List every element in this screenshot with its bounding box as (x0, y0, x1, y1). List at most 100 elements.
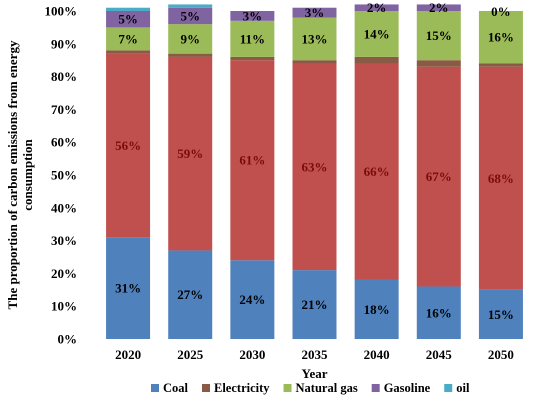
axes-layer: Year The proportion of carbon emissions … (5, 4, 514, 382)
data-labels-layer: 31% 56% 7% 5% 27% 59% 9% 5% 24% 61% 11% 3% 21% 63% 13%… (115, 0, 514, 322)
bar-segment-red-2025 (168, 56, 213, 251)
bar-segment-coal-2030 (230, 260, 275, 339)
data-label-gasoline-2030: 3% (243, 8, 263, 23)
data-label-natural-gas-2025: 9% (180, 31, 200, 46)
data-label-coal-2020: 31% (115, 281, 141, 296)
data-label-coal-2050: 15% (488, 307, 514, 322)
data-label-gasoline-2045: 2% (429, 0, 449, 15)
legend-swatch-oil (444, 384, 453, 392)
data-label-coal-2025: 27% (177, 287, 203, 302)
x-tick-label: 2020 (115, 347, 141, 362)
data-label-coal-2045: 16% (426, 305, 452, 320)
data-label-natural-gas-2030: 11% (240, 31, 265, 46)
bar-segment-electricity-2020 (106, 50, 151, 54)
bar-segment-red-2050 (478, 66, 523, 290)
bar-segment-coal-2025 (168, 250, 213, 339)
bar-segment-coal-2050 (478, 289, 523, 339)
bar-segment-electricity-2050 (478, 63, 523, 67)
bar-segment-red-2030 (230, 60, 275, 261)
data-label-red-2030: 61% (239, 153, 265, 168)
x-tick-label: 2045 (426, 347, 453, 362)
y-axis-title-line-1: The proportion of carbon emissions from … (5, 40, 20, 309)
bar-segment-gasoline-2030 (230, 11, 275, 21)
legend-swatch-electricity (202, 384, 210, 392)
bar-segment-gasoline-2040 (354, 4, 399, 11)
y-tick-label: 10% (51, 299, 77, 314)
bar-segment-gasoline-2035 (292, 7, 337, 18)
x-tick-label: 2035 (302, 347, 329, 362)
bar-segment-red-2040 (354, 63, 399, 280)
y-tick-label: 0% (58, 332, 78, 347)
legend-label-coal: Coal (163, 381, 189, 395)
y-tick-label: 80% (51, 69, 77, 84)
data-label-natural-gas-2045: 15% (426, 28, 452, 43)
data-label-red-2035: 63% (302, 159, 328, 174)
data-label-natural-gas-2020: 7% (118, 31, 138, 46)
bar-segment-red-2045 (416, 66, 461, 287)
data-label-gasoline-2040: 2% (367, 0, 387, 15)
data-label-red-2045: 67% (426, 169, 452, 184)
bar-segment-electricity-2045 (416, 60, 461, 67)
x-tick-label: 2025 (177, 347, 204, 362)
y-axis-title-line-2: consumption (20, 138, 35, 210)
bar-segment-natural-gas-2025 (168, 24, 213, 54)
data-label-red-2025: 59% (177, 146, 203, 161)
legend-swatch-gasoline (371, 384, 380, 392)
data-label-natural-gas-2050: 16% (488, 30, 514, 45)
bar-segment-electricity-2030 (230, 56, 275, 61)
bar-segment-coal-2035 (292, 270, 337, 339)
legend-swatch-natural-gas (283, 384, 292, 392)
data-label-coal-2030: 24% (239, 292, 265, 307)
data-label-coal-2040: 18% (364, 302, 390, 317)
data-label-natural-gas-2035: 13% (302, 31, 328, 46)
y-tick-label: 40% (51, 200, 77, 215)
legend-label-oil: oil (456, 381, 470, 395)
bar-segment-oil-2020 (106, 7, 151, 11)
data-label-gasoline-2035: 3% (305, 5, 325, 20)
data-label-coal-2035: 21% (302, 297, 328, 312)
bar-segment-natural-gas-2035 (292, 17, 337, 61)
bar-segment-electricity-2040 (354, 56, 399, 64)
y-tick-label: 30% (51, 233, 77, 248)
y-tick-label: 60% (51, 135, 77, 150)
bar-segment-natural-gas-2020 (106, 27, 151, 51)
data-label-red-2050: 68% (488, 171, 514, 186)
x-tick-label: 2030 (239, 347, 265, 362)
legend-label-natural-gas: Natural gas (296, 381, 358, 395)
y-tick-label: 20% (51, 266, 77, 281)
legend: Coal Electricity Natural gas Gasoline oil (151, 381, 470, 395)
bar-segment-oil-2025 (168, 4, 213, 8)
x-axis-title: Year (302, 366, 328, 381)
bar-segment-gasoline-2045 (416, 4, 461, 11)
bar-segment-electricity-2025 (168, 53, 213, 57)
x-tick-label: 2040 (364, 347, 390, 362)
data-label-gasoline-2050: 0% (491, 4, 511, 19)
legend-swatch-coal (151, 384, 159, 392)
y-tick-label: 90% (51, 36, 77, 51)
data-label-red-2020: 56% (115, 138, 141, 153)
bar-segment-gasoline-2025 (168, 7, 213, 25)
bar-segment-natural-gas-2030 (230, 20, 275, 57)
bar-segment-red-2035 (292, 63, 337, 271)
data-label-red-2040: 66% (364, 164, 390, 179)
bar-segment-electricity-2035 (292, 60, 337, 64)
bar-segment-coal-2020 (106, 237, 151, 339)
x-tick-label: 2050 (488, 347, 514, 362)
data-label-gasoline-2020: 5% (118, 12, 138, 27)
bar-segment-gasoline-2020 (106, 11, 151, 28)
bar-segment-red-2020 (106, 53, 151, 238)
data-label-gasoline-2025: 5% (180, 8, 200, 23)
bars-layer (106, 4, 523, 339)
y-tick-label: 50% (51, 168, 77, 183)
bar-segment-natural-gas-2040 (354, 11, 399, 57)
legend-label-electricity: Electricity (214, 381, 270, 395)
bar-segment-natural-gas-2050 (478, 11, 523, 64)
y-tick-label: 70% (51, 102, 77, 117)
y-tick-label: 100% (45, 4, 78, 19)
bar-segment-coal-2045 (416, 286, 461, 339)
data-label-natural-gas-2040: 14% (364, 26, 390, 41)
bar-segment-natural-gas-2045 (416, 11, 461, 61)
legend-label-gasoline: Gasoline (384, 381, 431, 395)
